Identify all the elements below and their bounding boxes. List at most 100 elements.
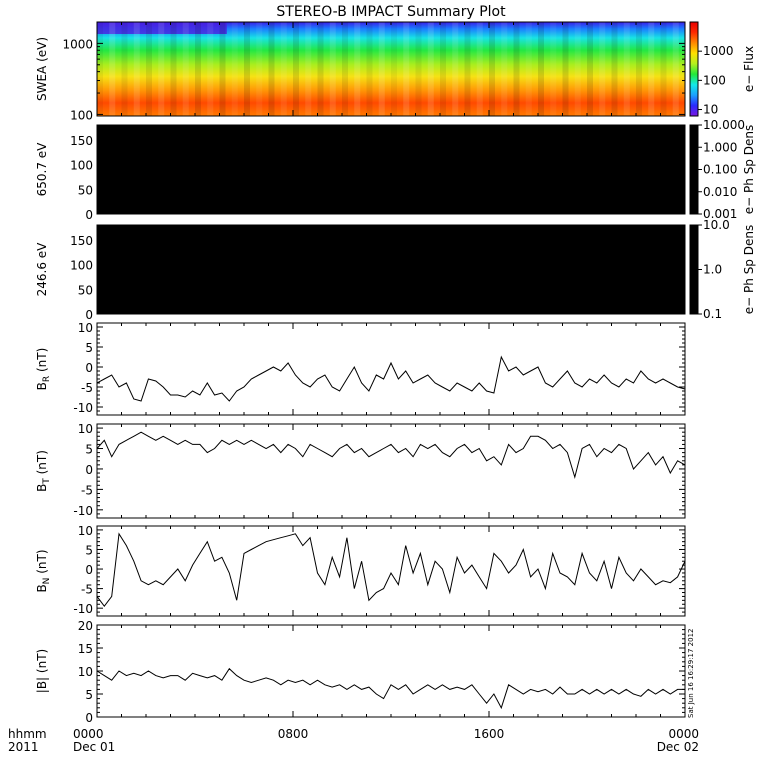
- bn-y-tick-label: 5: [85, 543, 93, 557]
- swea-streak: [146, 22, 152, 116]
- pad246-y-tick-label: 50: [78, 283, 93, 297]
- bmag-y-tick-label: 15: [78, 642, 93, 656]
- swea-streak: [427, 22, 434, 116]
- time-legend-top: hhmm: [8, 727, 47, 741]
- swea-streak: [256, 22, 263, 116]
- time-tick-label: 1600: [474, 727, 505, 741]
- pad650-y-tick-label: 0: [85, 208, 93, 222]
- swea-streak: [219, 22, 226, 116]
- swea-streak: [195, 22, 201, 116]
- pad650-colorbar-tick-label: 0.100: [703, 163, 737, 177]
- swea-texture: [97, 22, 679, 116]
- pad246-y-tick-label: 100: [70, 259, 93, 273]
- panel-bn: -10 -5 0 5 10 BN (nT): [35, 524, 686, 617]
- swea-low-flux-band: [97, 22, 227, 34]
- bt-y-tick-label: -10: [73, 504, 93, 518]
- bt-y-label: BT (nT): [35, 450, 52, 492]
- swea-streak: [354, 22, 361, 116]
- pad650-spectrogram: [97, 125, 685, 214]
- swea-streak: [305, 22, 312, 116]
- swea-streak: [525, 22, 532, 116]
- swea-streak: [452, 22, 459, 116]
- panel-pad246: 0 50 100 150 246.6 eV: [35, 224, 686, 322]
- swea-streak: [133, 22, 140, 116]
- bn-y-tick-label: -10: [73, 602, 93, 616]
- swea-colorbar: 10 100 1000 e− Flux: [689, 21, 756, 117]
- bmag-y-label: |B| (nT): [35, 649, 49, 693]
- swea-streak: [97, 22, 103, 116]
- swea-colorbar-tick-label: 1000: [703, 44, 734, 58]
- swea-streak: [317, 22, 324, 116]
- swea-x-ticks: [96, 22, 686, 116]
- swea-streak: [293, 22, 299, 116]
- swea-colorbar-tick-label: 100: [703, 73, 726, 87]
- bn-y-label: BN (nT): [35, 549, 52, 592]
- panel-bmag: 0 5 10 15 20 |B| (nT): [35, 619, 686, 725]
- swea-streak: [231, 22, 238, 116]
- swea-streak: [366, 22, 373, 116]
- swea-y-label: SWEA (eV): [35, 37, 49, 101]
- bn-y-tick-label: 0: [85, 563, 93, 577]
- bn-y-tick-label: -5: [81, 583, 93, 597]
- pad246-y-tick-label: 150: [70, 234, 93, 248]
- pad650-colorbar: 10.000 1.000 0.100 0.010 0.001 e− Ph Sp Dens: [689, 118, 756, 221]
- pad650-y-label: 650.7 eV: [35, 142, 49, 197]
- panel-pad650: 0 50 100 150 650.7 eV: [35, 124, 686, 222]
- swea-streak: [599, 22, 606, 116]
- pad650-colorbar-tick-label: 0.001: [703, 207, 737, 221]
- swea-streak: [244, 22, 250, 116]
- panel-bt: -10 -5 0 5 10 BT (nT): [35, 422, 686, 519]
- swea-streak: [574, 22, 581, 116]
- bmag-x-ticks: [96, 625, 686, 717]
- bn-x-ticks: [96, 526, 686, 616]
- pad650-colorbar-label: e− Ph Sp Dens: [742, 125, 756, 214]
- bn-frame: [96, 525, 686, 617]
- pad246-colorbar: 10.0 1.0 0.1 e− Ph Sp Dens: [689, 218, 756, 321]
- br-y-tick-label: 0: [85, 361, 93, 375]
- swea-streak: [660, 22, 667, 116]
- bmag-frame: [96, 624, 686, 718]
- pad650-colorbar-strip: [689, 124, 699, 215]
- swea-streak: [121, 22, 128, 116]
- br-series-line: [96, 355, 686, 402]
- swea-streak: [109, 22, 116, 116]
- swea-streak: [623, 22, 630, 116]
- swea-streak: [342, 22, 348, 116]
- bt-y-tick-label: 0: [85, 463, 93, 477]
- swea-streak: [562, 22, 569, 116]
- bmag-series-line: [96, 667, 685, 710]
- pad650-x-ticks: [96, 125, 686, 214]
- pad246-colorbar-tick-label: 1.0: [703, 263, 722, 277]
- swea-streak: [550, 22, 557, 116]
- swea-streak: [158, 22, 165, 116]
- pad246-colorbar-tick-label: 10.0: [703, 218, 730, 232]
- pad650-colorbar-tick-label: 1.000: [703, 140, 737, 154]
- pad650-y-tick-label: 50: [78, 183, 93, 197]
- swea-streak: [611, 22, 618, 116]
- pad246-colorbar-tick-label: 0.1: [703, 307, 722, 321]
- bt-x-ticks: [96, 424, 686, 518]
- br-y-tick-label: 5: [85, 341, 93, 355]
- br-y-label: BR (nT): [35, 348, 52, 391]
- swea-streak: [501, 22, 508, 116]
- panel-br: -10 -5 0 5 10 BR (nT): [35, 321, 686, 416]
- swea-streak: [268, 22, 275, 116]
- time-tick-label: 0000: [668, 727, 699, 741]
- swea-colorbar-label: e− Flux: [742, 46, 756, 92]
- bt-y-tick-label: 10: [78, 422, 93, 436]
- swea-streak: [280, 22, 287, 116]
- br-frame: [96, 322, 686, 416]
- br-y-tick-label: -10: [73, 401, 93, 415]
- swea-streak: [329, 22, 336, 116]
- swea-streak: [378, 22, 385, 116]
- bmag-y-tick-label: 10: [78, 665, 93, 679]
- swea-streak: [391, 22, 397, 116]
- pad650-colorbar-tick-label: 0.010: [703, 185, 737, 199]
- swea-y-tick-label: 1000: [62, 37, 93, 51]
- panel-swea: 100 1000 SWEA (eV): [35, 21, 686, 122]
- swea-streak: [415, 22, 422, 116]
- bmag-y-tick-label: 5: [85, 688, 93, 702]
- date-label: Dec 02: [657, 740, 699, 754]
